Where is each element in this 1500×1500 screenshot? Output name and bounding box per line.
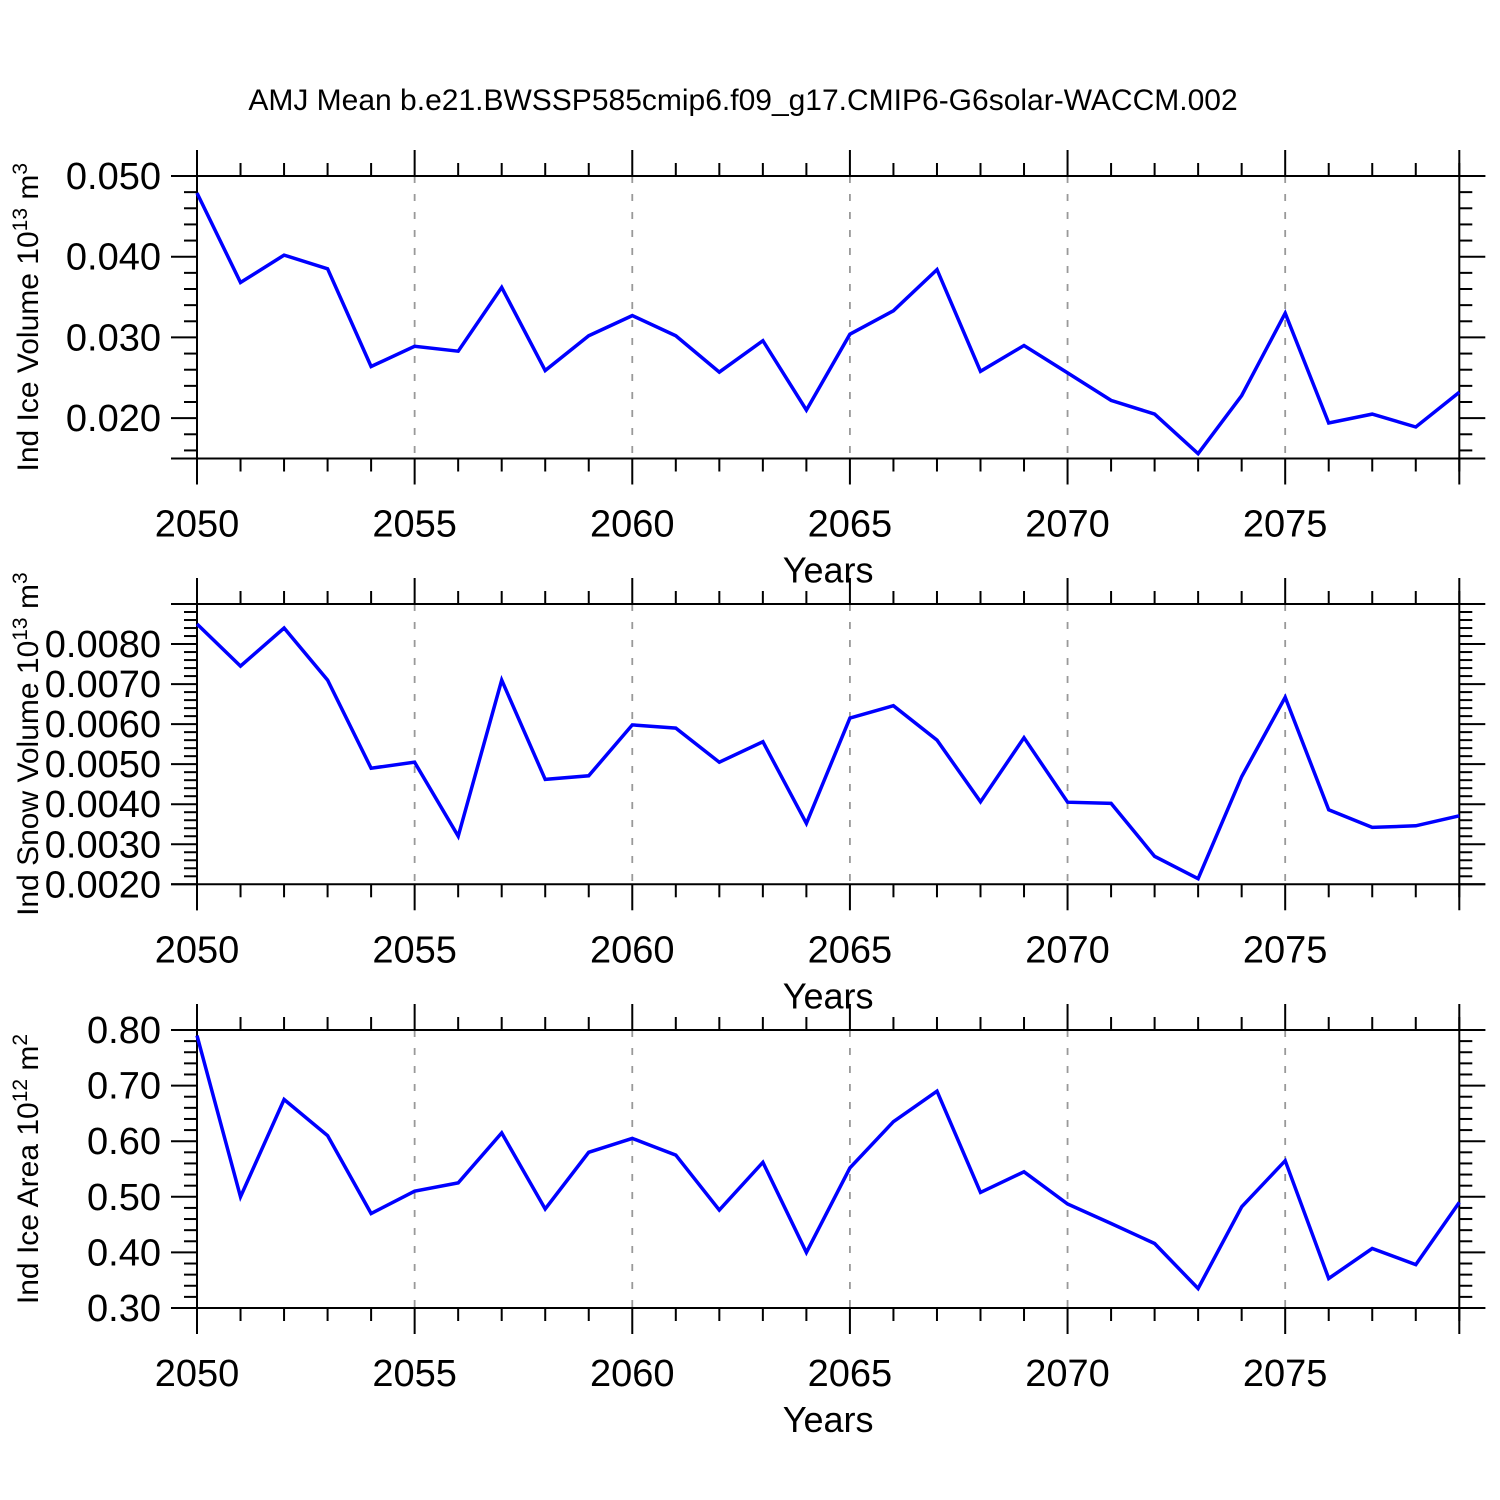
y-tick-label: 0.50 (87, 1177, 161, 1219)
x-tick-labels: 2050 2055 2060 2065 2070 2075 (155, 929, 1328, 971)
y-axis-title: Ind Ice Volume 1013 m3 (9, 163, 45, 472)
x-tick-label: 2055 (372, 504, 457, 546)
page-title: AMJ Mean b.e21.BWSSP585cmip6.f09_g17.CMI… (248, 84, 1238, 117)
x-axis-title: Years (783, 1399, 874, 1440)
x-tick-label: 2075 (1243, 929, 1328, 971)
plot-frame (171, 1004, 1486, 1334)
y-axis-title: Ind Snow Volume 1013 m3 (9, 572, 45, 916)
y-tick-label: 0.0060 (45, 704, 161, 746)
y-tick-label: 0.030 (66, 317, 161, 359)
y-axis-ticks (171, 175, 1486, 452)
x-tick-label: 2060 (590, 504, 675, 546)
y-tick-labels: 0.020 0.030 0.040 0.050 (66, 156, 161, 440)
x-axis-ticks (196, 1004, 1461, 1334)
y-tick-label: 0.0070 (45, 664, 161, 706)
ind-ice-area-line (195, 1035, 1461, 1292)
x-tick-label: 2065 (808, 504, 893, 546)
ind-ice-volume-line (195, 192, 1461, 457)
y-tick-label: 0.40 (87, 1232, 161, 1274)
ind-ice-volume-panel: 0.020 0.030 0.040 0.050 2050 2055 2060 2065 2070… (9, 150, 1486, 591)
x-tick-label: 2065 (808, 1353, 893, 1395)
y-tick-label: 0.70 (87, 1066, 161, 1108)
gridlines (413, 176, 1287, 459)
y-tick-label: 0.0040 (45, 784, 161, 826)
x-tick-label: 2050 (155, 504, 240, 546)
y-tick-label: 0.020 (66, 398, 161, 440)
x-tick-labels: 2050 2055 2060 2065 2070 2075 (155, 504, 1328, 546)
x-tick-label: 2060 (590, 929, 675, 971)
y-tick-label: 0.30 (87, 1288, 161, 1330)
x-tick-label: 2050 (155, 1353, 240, 1395)
y-tick-labels: 0.30 0.40 0.50 0.60 0.70 0.80 (87, 1010, 161, 1330)
ind-snow-volume-panel: 0.00200.00300.00400.00500.00600.00700.00… (9, 572, 1486, 1016)
y-tick-label: 0.0080 (45, 624, 161, 666)
plot-frame (171, 578, 1486, 911)
y-tick-label: 0.0050 (45, 744, 161, 786)
x-tick-label: 2070 (1025, 929, 1110, 971)
y-tick-label: 0.0030 (45, 824, 161, 866)
y-tick-labels: 0.00200.00300.00400.00500.00600.00700.00… (45, 624, 161, 906)
y-tick-label: 0.040 (66, 237, 161, 279)
x-tick-labels: 2050 2055 2060 2065 2070 2075 (155, 1353, 1328, 1395)
y-tick-label: 0.0020 (45, 864, 161, 906)
ind-ice-area-panel: 0.30 0.40 0.50 0.60 0.70 0.80 2050 2055 2060 2065… (9, 1004, 1486, 1440)
x-tick-label: 2050 (155, 929, 240, 971)
x-axis-ticks (196, 578, 1461, 911)
x-tick-label: 2075 (1243, 1353, 1328, 1395)
x-tick-label: 2065 (808, 929, 893, 971)
y-tick-label: 0.050 (66, 156, 161, 198)
gridlines (413, 604, 1287, 885)
x-axis-ticks (196, 150, 1461, 485)
x-tick-label: 2055 (372, 1353, 457, 1395)
x-axis-title: Years (783, 975, 874, 1016)
x-tick-label: 2070 (1025, 1353, 1110, 1395)
y-tick-label: 0.60 (87, 1121, 161, 1163)
y-axis-ticks (171, 603, 1486, 886)
plot-frame (171, 150, 1486, 485)
y-tick-label: 0.80 (87, 1010, 161, 1052)
x-tick-label: 2075 (1243, 504, 1328, 546)
x-tick-label: 2070 (1025, 504, 1110, 546)
ind-snow-volume-line (195, 622, 1460, 882)
x-axis-title: Years (783, 550, 874, 591)
x-tick-label: 2055 (372, 929, 457, 971)
y-axis-title: Ind Ice Area 1012 m2 (9, 1034, 45, 1304)
x-tick-label: 2060 (590, 1353, 675, 1395)
y-axis-ticks (171, 1029, 1486, 1309)
